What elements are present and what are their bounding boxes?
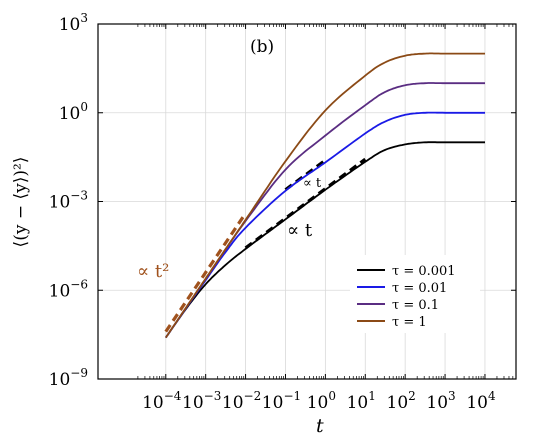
y-tick-label: 10−6 [49,277,88,301]
x-tick-label: 104 [466,389,496,413]
series-lines [165,52,485,339]
x-tick-label: 103 [426,389,455,413]
legend-label-2: τ = 0.1 [392,298,439,313]
x-tick-label: 100 [307,389,336,413]
x-tick-label: 10−2 [222,389,261,413]
guide-label-t2: ∝ t² [137,261,169,282]
x-tick-label: 101 [347,389,376,413]
legend-label-0: τ = 0.001 [392,264,456,279]
legend: τ = 0.001 τ = 0.01 τ = 0.1 τ = 1 [350,255,480,333]
legend-label-3: τ = 1 [392,315,427,330]
x-tick-label: 10−1 [262,389,301,413]
plot-frame [97,23,517,380]
series-line-0 [165,141,485,339]
x-tick-label: 10−3 [182,389,221,413]
y-tick-label: 103 [59,11,88,35]
guide-line-1 [244,157,367,250]
guide-line-2 [284,158,327,192]
x-tick-label: 10−4 [142,389,182,413]
guide-line-0 [164,212,247,333]
panel-label: (b) [250,37,274,57]
guide-label-t-lower: ∝ t [287,220,313,241]
series-line-3 [165,52,485,339]
y-tick-label: 10−9 [49,366,88,390]
x-tick-label: 102 [387,389,416,413]
legend-label-1: τ = 0.01 [392,281,447,296]
y-tick-label: 10−3 [49,189,88,213]
guide-lines [164,157,367,333]
y-tick-label: 100 [59,100,88,124]
x-axis-label: t [316,415,324,437]
y-axis-label: ⟨(y − ⟨y⟩)²⟩ [11,157,31,248]
guide-label-t-upper: ∝ t [303,176,322,191]
